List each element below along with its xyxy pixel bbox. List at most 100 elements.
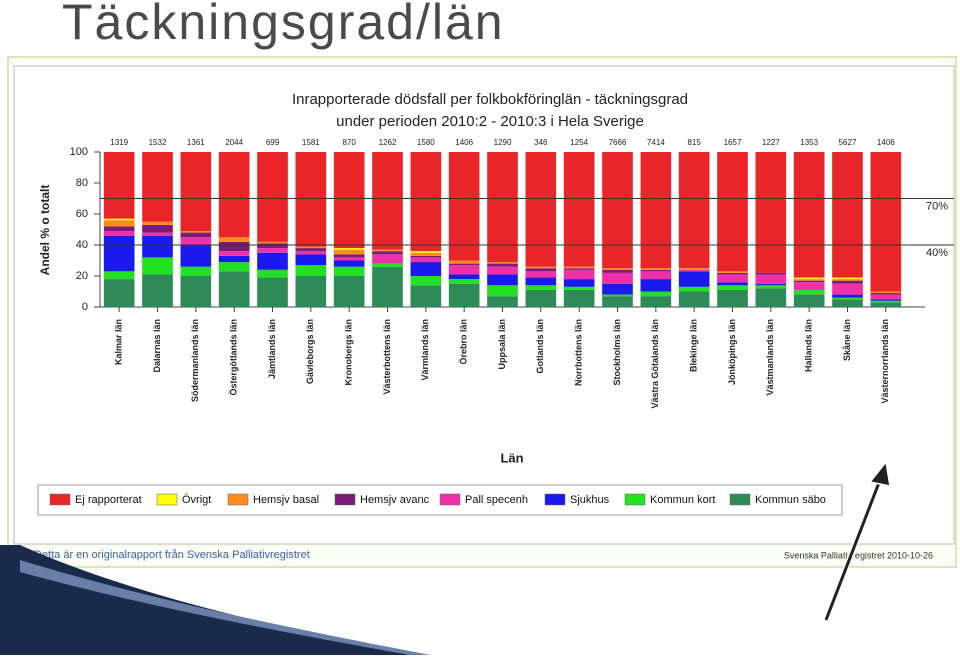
bar-segment (487, 285, 518, 297)
x-tick-label: Östergötlands län (229, 319, 239, 396)
bar-segment (410, 252, 442, 256)
reference-label: 40% (926, 247, 948, 259)
bar-segment (525, 285, 557, 290)
bar-segment (832, 294, 863, 298)
bar-segment (832, 277, 863, 280)
bar-segment (372, 152, 403, 250)
bar-total-label: 1361 (187, 138, 205, 147)
bar-segment (448, 260, 480, 264)
bar-segment (755, 152, 787, 273)
bar-segment (525, 268, 557, 272)
chart-title: Inrapporterade dödsfall per folkbokförin… (292, 91, 688, 108)
bar-segment (257, 243, 288, 249)
y-tick-label: 0 (82, 301, 88, 313)
x-tick-label: Gotlands län (535, 319, 545, 374)
legend-swatch (729, 493, 751, 506)
bar-segment (640, 291, 672, 297)
x-tick-label: Hallands län (804, 319, 814, 372)
bar-segment (793, 277, 825, 280)
bar-segment (563, 152, 595, 267)
bar-segment (410, 152, 442, 252)
bar-segment (295, 276, 327, 307)
bar-segment (218, 241, 250, 252)
bar-segment (793, 294, 825, 307)
bar-segment (563, 269, 595, 280)
bar-segment (755, 272, 787, 275)
bar-segment (832, 299, 863, 307)
bar-segment (410, 276, 442, 286)
bar-segment (333, 249, 365, 255)
bar-segment (257, 252, 288, 270)
bar-segment (103, 152, 135, 219)
bar-segment (525, 271, 557, 278)
bar-segment (487, 262, 518, 264)
bar-segment (333, 254, 365, 258)
bar-segment (448, 274, 480, 280)
bar-segment (755, 283, 787, 286)
bar-segment (180, 237, 212, 245)
bar-total-label: 1580 (417, 138, 435, 147)
x-tick-label: Gävleborgs län (305, 319, 315, 384)
bar-segment (448, 279, 480, 284)
bar-segment (410, 251, 442, 253)
bar-total-label: 870 (342, 138, 356, 147)
bar-segment (295, 251, 327, 255)
bar-segment (410, 257, 442, 263)
bar-total-label: 7414 (647, 138, 665, 147)
x-tick-label: Värmlands län (420, 319, 430, 381)
bar-segment (142, 274, 173, 307)
bar-segment (295, 254, 327, 266)
bar-segment (103, 218, 135, 221)
bar-segment (870, 294, 902, 300)
bar-segment (295, 246, 327, 249)
legend-swatch (544, 493, 566, 506)
bar-segment (602, 283, 633, 295)
bar-segment (755, 288, 787, 307)
x-tick-label: Västra Götalands län (650, 319, 660, 409)
bar-segment (218, 255, 250, 263)
bar-segment (295, 152, 327, 247)
bar-segment (563, 268, 595, 270)
bar-segment (678, 152, 710, 269)
bar-total-label: 1227 (762, 138, 780, 147)
bar-segment (563, 286, 595, 290)
legend-label: Ej rapporterat (75, 494, 142, 506)
bar-segment (448, 283, 480, 307)
bar-segment (717, 282, 748, 286)
bar-total-label: 1406 (877, 138, 895, 147)
bar-segment (755, 285, 787, 289)
bar-total-label: 346 (534, 138, 548, 147)
bar-segment (525, 266, 557, 269)
x-tick-label: Västernorrlands län (880, 319, 890, 404)
bar-segment (218, 152, 250, 238)
legend-label: Pall specenh (465, 494, 528, 506)
bar-segment (525, 289, 557, 307)
bar-total-label: 1406 (455, 138, 473, 147)
decor-swoosh (0, 545, 420, 655)
bar-segment (640, 279, 672, 292)
bar-segment (793, 279, 825, 281)
bar-segment (257, 241, 288, 244)
bar-segment (870, 291, 902, 294)
y-tick-label: 100 (70, 146, 88, 158)
bar-segment (717, 274, 748, 283)
bar-segment (410, 262, 442, 276)
x-tick-label: Stockholms län (612, 319, 622, 386)
bar-segment (717, 271, 748, 273)
bar-segment (180, 276, 212, 307)
bar-segment (410, 285, 442, 307)
bar-segment (103, 231, 135, 236)
bar-segment (103, 235, 135, 272)
x-tick-label: Blekinge län (689, 319, 699, 372)
bar-segment (103, 279, 135, 307)
bar-segment (333, 152, 365, 249)
y-axis-label: Andel % o totalt (38, 185, 52, 276)
bar-segment (640, 152, 672, 269)
y-tick-label: 20 (76, 270, 88, 282)
bar-total-label: 1290 (494, 138, 512, 147)
x-tick-label: Norrbottens län (574, 319, 584, 386)
bar-segment (487, 266, 518, 275)
bar-segment (602, 296, 633, 307)
bar-segment (678, 286, 710, 292)
bar-segment (257, 269, 288, 278)
